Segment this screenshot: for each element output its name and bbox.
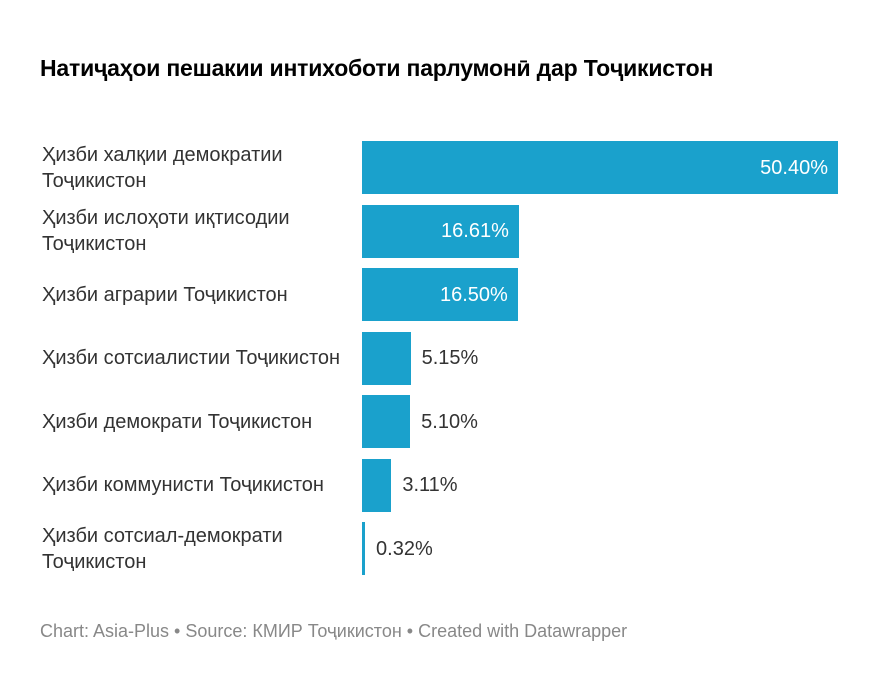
bar: [362, 204, 519, 258]
bar: [362, 331, 411, 385]
value-label: 3.11%: [402, 474, 458, 496]
value-label: 16.61%: [441, 220, 509, 242]
value-label: 16.50%: [439, 283, 508, 306]
bar: [362, 458, 392, 512]
bar: [362, 522, 366, 575]
category-label: Ҳизби халқии демократии Тоҷикистон: [42, 143, 283, 192]
value-label: 5.10%: [421, 410, 478, 433]
category-label: Ҳизби демократи Тоҷикистон: [42, 410, 313, 433]
bar: [362, 268, 518, 321]
bar: [362, 141, 838, 194]
category-label: Ҳизби аграрии Тоҷикистон: [42, 283, 288, 306]
bar: [362, 395, 411, 448]
category-label: Ҳизби сотсиалистии Тоҷикистон: [42, 347, 341, 369]
chart-footer: Chart: Asia-Plus • Source: КМИР Тоҷикист…: [40, 621, 628, 641]
value-label: 0.32%: [376, 537, 433, 560]
category-label: Ҳизби ислоҳоти иқтисодии Тоҷикистон: [42, 207, 290, 255]
value-label: 5.15%: [421, 347, 479, 369]
value-label: 50.40%: [760, 156, 828, 179]
chart-title: Натиҷаҳои пешакии интихоботи парлумонӣ д…: [40, 55, 714, 81]
category-label: Ҳизби коммунисти Тоҷикистон: [42, 474, 324, 496]
category-label: Ҳизби сотсиал-демократи Тоҷикистон: [42, 524, 283, 573]
